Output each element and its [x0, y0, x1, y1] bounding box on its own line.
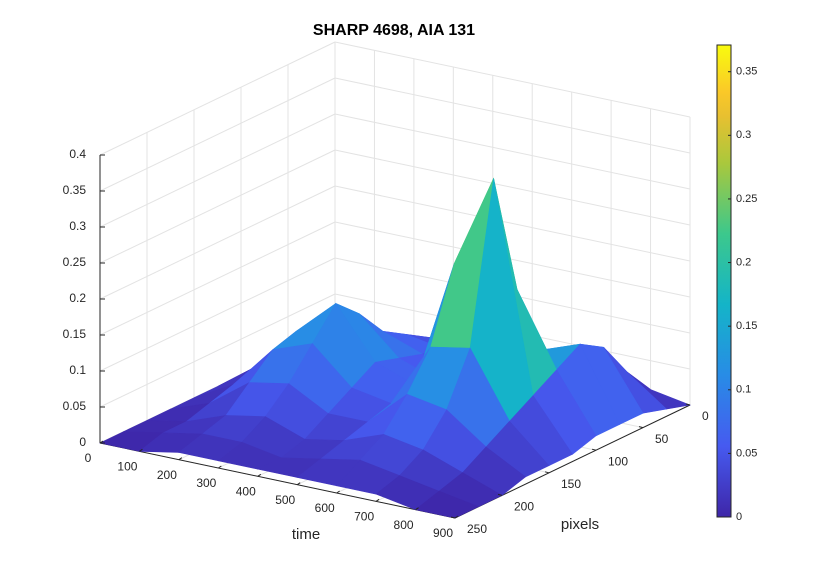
colorbar-tick-label: 0.1	[736, 384, 751, 396]
tick-mark	[218, 465, 222, 469]
tick-mark	[638, 426, 644, 429]
colorbar-tick-label: 0.25	[736, 193, 757, 205]
axis-line	[99, 442, 456, 519]
z-tick-label: 0.05	[63, 399, 87, 413]
z-tick-label: 0	[79, 435, 86, 449]
tick-mark	[99, 440, 104, 444]
grid-line	[99, 41, 336, 156]
grid-line	[334, 185, 691, 262]
x-tick-label: 800	[394, 518, 414, 532]
tick-mark	[497, 493, 503, 496]
z-tick-label: 0.2	[69, 291, 86, 305]
tick-mark	[375, 498, 380, 502]
colorbar-tick-label: 0.3	[736, 129, 751, 141]
tick-mark	[257, 473, 262, 477]
x-tick-label: 100	[117, 460, 137, 474]
tick-mark	[139, 448, 143, 452]
tick-mark	[296, 482, 301, 486]
x-tick-label: 300	[196, 476, 216, 490]
z-tick-label: 0.3	[69, 219, 86, 233]
tick-mark	[591, 448, 597, 451]
grid-line	[334, 41, 691, 118]
tick-mark	[685, 403, 691, 406]
grid-line	[334, 149, 691, 226]
colorbar-tick-label: 0.05	[736, 447, 757, 459]
grid-line	[99, 77, 336, 192]
x-tick-label: 700	[354, 510, 374, 524]
y-tick-label: 150	[561, 477, 581, 491]
y-tick-label: 200	[514, 500, 534, 514]
z-tick-label: 0.35	[63, 183, 87, 197]
colorbar-tick-label: 0.35	[736, 66, 757, 78]
colorbar	[716, 44, 732, 518]
chart-title: SHARP 4698, AIA 131	[313, 22, 475, 39]
tick-mark	[544, 471, 550, 474]
x-tick-label: 600	[315, 501, 335, 515]
tick-mark	[415, 507, 419, 511]
z-tick-label: 0.25	[63, 255, 87, 269]
tick-mark	[336, 490, 340, 494]
y-axis-label: pixels	[561, 516, 599, 533]
grid-line	[99, 293, 336, 408]
grid-line	[99, 185, 336, 300]
x-axis-label: time	[292, 526, 320, 543]
tick-mark	[454, 515, 459, 519]
colorbar-tick-label: 0	[736, 511, 742, 523]
grid-line	[334, 77, 691, 154]
tick-mark	[178, 457, 183, 461]
x-tick-label: 0	[85, 451, 92, 465]
grid-line	[334, 221, 691, 298]
z-tick-label: 0.1	[69, 363, 86, 377]
tick-mark	[450, 516, 456, 519]
y-tick-label: 50	[655, 432, 669, 446]
y-tick-label: 100	[608, 454, 628, 468]
y-tick-label: 0	[702, 409, 709, 423]
x-tick-label: 500	[275, 493, 295, 507]
x-tick-label: 900	[433, 526, 453, 540]
y-tick-label: 250	[467, 522, 487, 536]
grid-line	[99, 149, 336, 264]
colorbar-tick-label: 0.15	[736, 320, 757, 332]
z-tick-label: 0.15	[63, 327, 87, 341]
grid-line	[99, 113, 336, 228]
grid-line	[334, 113, 691, 190]
colorbar-tick-label: 0.2	[736, 256, 751, 268]
x-tick-label: 400	[236, 485, 256, 499]
grid-line	[99, 257, 336, 372]
z-tick-label: 0.4	[69, 147, 86, 161]
grid-line	[99, 221, 336, 336]
x-tick-label: 200	[157, 468, 177, 482]
